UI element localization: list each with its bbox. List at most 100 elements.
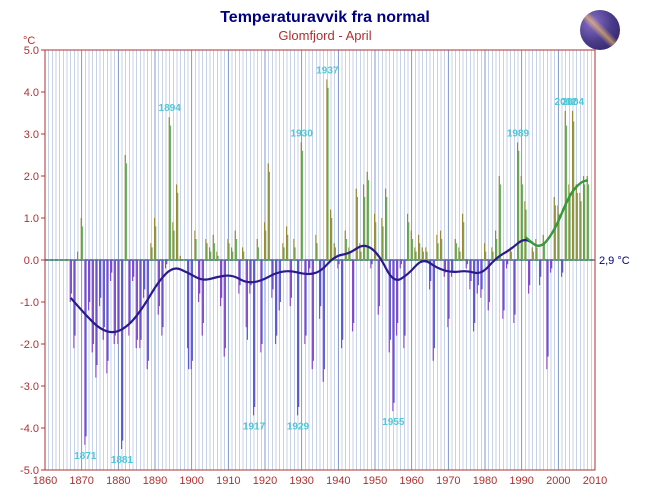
bar-b (225, 260, 226, 348)
bar-a (403, 260, 404, 348)
bar-b (74, 260, 75, 336)
callout-label: 1929 (287, 421, 310, 432)
bar-a (81, 218, 82, 260)
bar-b (419, 243, 420, 260)
x-tick: 1940 (326, 475, 350, 487)
bar-b (261, 260, 262, 344)
bar-a (220, 260, 221, 306)
bar-b (456, 243, 457, 260)
bar-a (290, 260, 291, 306)
bar-a (444, 260, 445, 277)
bar-b (232, 252, 233, 260)
bar-a (88, 260, 89, 310)
bar-b (555, 205, 556, 260)
logo-icon (580, 10, 620, 50)
bar-a (411, 231, 412, 260)
chart-subtitle: Glomfjord - April (278, 28, 371, 43)
bar-b (522, 184, 523, 260)
x-tick: 1990 (509, 475, 533, 487)
bar-b (313, 260, 314, 361)
bar-b (459, 252, 460, 260)
bar-a (422, 247, 423, 260)
bar-b (529, 260, 530, 285)
bar-b (379, 260, 380, 306)
bar-a (499, 176, 500, 260)
bar-b (258, 247, 259, 260)
bar-a (532, 247, 533, 260)
bar-a (363, 184, 364, 260)
bar-a (312, 260, 313, 369)
bar-b (346, 239, 347, 260)
callout-label: 2004 (562, 97, 585, 108)
bar-a (400, 260, 401, 268)
bar-a (528, 260, 529, 294)
bar-a (165, 260, 166, 268)
bar-a (268, 163, 269, 260)
callout-label: 1955 (382, 417, 405, 428)
bar-a (392, 260, 393, 411)
bar-b (137, 260, 138, 340)
bar-a (425, 247, 426, 260)
bar-a (286, 226, 287, 260)
bar-b (294, 247, 295, 260)
bar-a (301, 142, 302, 260)
bar-a (491, 247, 492, 260)
bar-a (521, 176, 522, 260)
bar-a (337, 260, 338, 268)
bar-b (144, 260, 145, 289)
bar-a (451, 260, 452, 277)
bar-b (203, 260, 204, 323)
bar-a (136, 260, 137, 348)
bar-b (236, 239, 237, 260)
bar-a (341, 260, 342, 348)
callout-label: 1894 (159, 103, 182, 114)
bar-a (213, 235, 214, 260)
y-tick: 1.0 (24, 213, 39, 225)
x-tick: 1930 (289, 475, 313, 487)
bar-a (253, 260, 254, 415)
bar-b (393, 260, 394, 403)
bar-a (73, 260, 74, 348)
bar-a (315, 235, 316, 260)
bar-b (133, 260, 134, 277)
bar-b (217, 256, 218, 260)
y-tick: -4.0 (20, 423, 39, 435)
y-tick: -5.0 (20, 465, 39, 477)
bar-b (566, 126, 567, 260)
bar-b (580, 201, 581, 260)
bar-a (370, 260, 371, 268)
bar-a (458, 247, 459, 260)
bar-a (99, 260, 100, 306)
bar-a (293, 239, 294, 260)
bar-a (308, 260, 309, 273)
callout-label: 1917 (243, 421, 266, 432)
bar-b (412, 239, 413, 260)
bar-b (228, 243, 229, 260)
bar-a (205, 239, 206, 260)
bar-b (588, 184, 589, 260)
bar-b (492, 252, 493, 260)
bar-a (92, 260, 93, 352)
bar-b (426, 252, 427, 260)
bar-a (546, 260, 547, 369)
bar-b (155, 226, 156, 260)
bar-b (448, 260, 449, 319)
bar-a (543, 235, 544, 260)
bar-a (381, 218, 382, 260)
bar-b (382, 226, 383, 260)
bar-b (115, 260, 116, 336)
bar-b (247, 260, 248, 340)
bar-a (385, 189, 386, 260)
bar-a (469, 260, 470, 289)
x-tick: 1960 (399, 475, 423, 487)
bar-b (82, 226, 83, 260)
bar-a (502, 260, 503, 319)
bar-b (342, 260, 343, 340)
bar-a (176, 184, 177, 260)
bar-b (140, 260, 141, 340)
bar-a (198, 260, 199, 302)
bar-b (584, 184, 585, 260)
bar-a (480, 260, 481, 298)
normal-label: 2,9 °C (599, 255, 630, 267)
y-tick: 5.0 (24, 45, 39, 57)
